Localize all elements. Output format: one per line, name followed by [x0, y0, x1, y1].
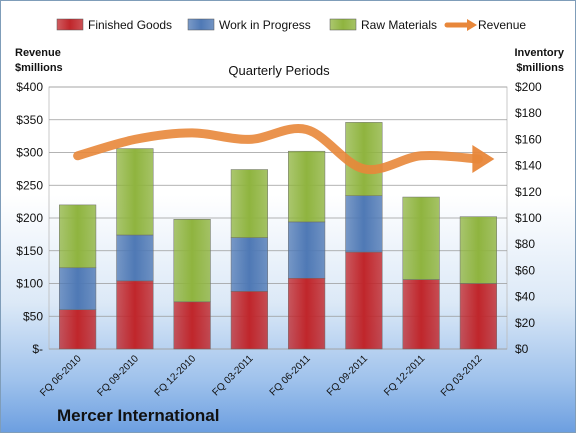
right-tick-label: $180 — [515, 106, 542, 120]
right-axis-title: Inventory — [514, 47, 564, 59]
right-tick-label: $200 — [515, 80, 542, 94]
left-tick-label: $350 — [16, 113, 43, 127]
legend-label-raw-materials: Raw Materials — [361, 18, 437, 32]
right-axis-title: $millions — [516, 62, 564, 74]
bar-work-in-progress — [345, 195, 383, 253]
right-tick-label: $120 — [515, 185, 542, 199]
x-tick-label: FQ 03-2012 — [439, 353, 485, 399]
x-tick-label: FQ 09-2011 — [325, 353, 370, 398]
x-tick-label: FQ 06-2010 — [38, 353, 84, 399]
right-tick-label: $0 — [515, 342, 529, 356]
left-tick-label: $400 — [16, 80, 43, 94]
legend-swatch-work-in-progress — [187, 18, 215, 31]
legend: Finished Goods Work in Progress Raw Materi… — [56, 18, 526, 32]
revenue-arrowhead — [472, 145, 495, 174]
left-tick-label: $- — [32, 342, 43, 356]
bar-finished-goods — [173, 301, 211, 350]
left-axis-title: $millions — [15, 62, 63, 74]
right-tick-label: $60 — [515, 263, 535, 277]
right-tick-label: $160 — [515, 132, 542, 146]
left-tick-label: $200 — [16, 211, 43, 225]
left-tick-label: $150 — [16, 244, 43, 258]
line-revenue — [73, 124, 483, 175]
bar-raw-materials — [459, 216, 497, 284]
bars — [59, 122, 497, 350]
left-tick-label: $50 — [23, 309, 43, 323]
right-tick-label: $80 — [515, 237, 535, 251]
bar-finished-goods — [288, 278, 326, 350]
legend-swatch-finished-goods — [56, 18, 84, 31]
bar-raw-materials — [116, 148, 154, 236]
right-tick-label: $140 — [515, 159, 542, 173]
legend-label-revenue: Revenue — [478, 18, 526, 32]
x-tick-label: FQ 12-2010 — [153, 353, 199, 399]
revenue-line — [73, 124, 495, 175]
x-tick-label: FQ 03-2011 — [211, 353, 256, 398]
left-tick-label: $100 — [16, 277, 43, 291]
right-tick-label: $40 — [515, 290, 535, 304]
bar-work-in-progress — [288, 221, 326, 279]
bar-work-in-progress — [116, 234, 154, 282]
bar-finished-goods — [459, 283, 497, 350]
bar-raw-materials — [59, 204, 97, 269]
left-tick-label: $300 — [16, 146, 43, 160]
legend-label-work-in-progress: Work in Progress — [219, 18, 311, 32]
bar-raw-materials — [288, 150, 326, 223]
bar-raw-materials — [230, 169, 268, 238]
left-axis-title: Revenue — [15, 47, 61, 59]
bar-raw-materials — [402, 196, 440, 280]
right-tick-label: $20 — [515, 316, 535, 330]
bar-work-in-progress — [230, 237, 268, 292]
legend-swatch-raw-materials — [329, 18, 357, 31]
company-name: Mercer International — [57, 406, 220, 425]
bar-finished-goods — [116, 280, 154, 350]
bar-work-in-progress — [59, 267, 97, 310]
x-tick-label: FQ 09-2010 — [95, 353, 141, 399]
chart-title: Quarterly Periods — [228, 63, 330, 78]
right-tick-label: $100 — [515, 211, 542, 225]
x-tick-label: FQ 12-2011 — [382, 353, 427, 398]
bar-finished-goods — [230, 291, 268, 350]
x-tick-label: FQ 06-2011 — [268, 353, 313, 398]
bar-finished-goods — [345, 251, 383, 350]
left-tick-label: $250 — [16, 178, 43, 192]
bar-finished-goods — [402, 279, 440, 350]
bar-raw-materials — [173, 219, 211, 303]
legend-label-finished-goods: Finished Goods — [88, 18, 172, 32]
bar-finished-goods — [59, 309, 97, 350]
